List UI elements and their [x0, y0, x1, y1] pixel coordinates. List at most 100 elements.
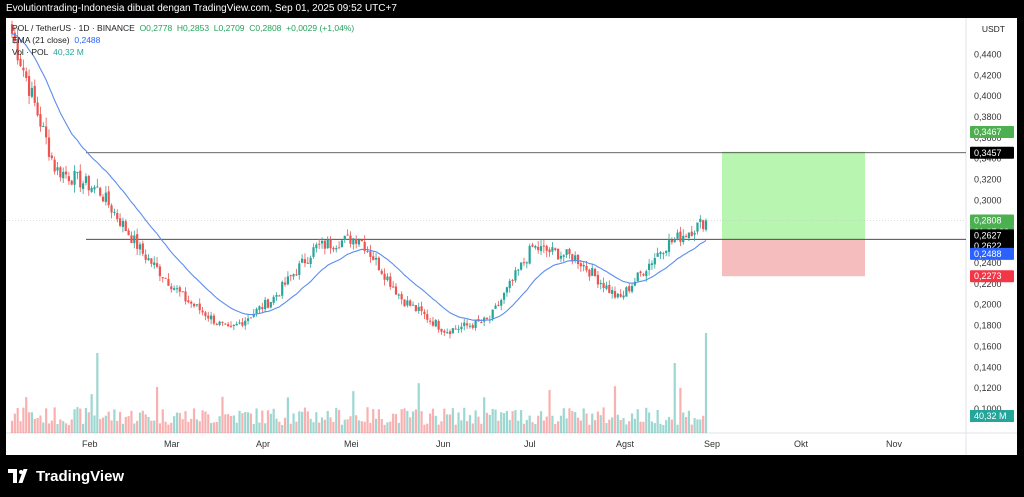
candle-body[interactable]: [505, 287, 509, 293]
candle-body[interactable]: [261, 307, 264, 310]
candle-body[interactable]: [318, 243, 321, 245]
candle-body[interactable]: [190, 301, 193, 304]
candle-body[interactable]: [704, 220, 708, 230]
candle-body[interactable]: [437, 320, 440, 330]
candle-body[interactable]: [377, 257, 381, 271]
candle-body[interactable]: [633, 281, 636, 286]
candle-body[interactable]: [118, 218, 122, 226]
candle-body[interactable]: [121, 220, 125, 227]
candle-body[interactable]: [22, 67, 25, 71]
tradingview-brand[interactable]: TradingView: [8, 465, 124, 487]
candle-body[interactable]: [596, 274, 600, 285]
candle-body[interactable]: [218, 321, 221, 325]
candle-body[interactable]: [332, 247, 335, 250]
candle-body[interactable]: [642, 274, 645, 276]
candle-body[interactable]: [357, 239, 361, 245]
candle-body[interactable]: [386, 276, 389, 281]
currency-label[interactable]: USDT: [981, 24, 1005, 34]
candle-body[interactable]: [59, 167, 62, 178]
candle-body[interactable]: [124, 221, 127, 232]
candle-body[interactable]: [406, 300, 409, 306]
candle-body[interactable]: [539, 246, 543, 251]
candle-body[interactable]: [110, 205, 113, 213]
candle-body[interactable]: [229, 325, 233, 327]
candle-body[interactable]: [340, 240, 344, 247]
candle-body[interactable]: [175, 288, 179, 290]
candle-body[interactable]: [673, 239, 676, 243]
candle-body[interactable]: [380, 270, 383, 274]
candle-body[interactable]: [662, 253, 665, 255]
candle-body[interactable]: [355, 239, 358, 244]
candle-body[interactable]: [195, 304, 198, 306]
candle-body[interactable]: [468, 325, 472, 327]
candle-body[interactable]: [616, 293, 619, 298]
candle-body[interactable]: [687, 232, 691, 239]
candle-body[interactable]: [611, 290, 614, 294]
candle-body[interactable]: [246, 318, 250, 321]
candle-body[interactable]: [170, 286, 173, 290]
candle-body[interactable]: [545, 245, 548, 251]
legend-ema-row[interactable]: EMA (21 close) 0,2488: [12, 34, 354, 46]
candle-body[interactable]: [574, 255, 577, 261]
candle-body[interactable]: [576, 254, 580, 265]
candle-body[interactable]: [187, 300, 190, 303]
candle-body[interactable]: [389, 276, 392, 287]
candle-body[interactable]: [497, 304, 500, 306]
candle-body[interactable]: [326, 240, 329, 249]
candle-body[interactable]: [19, 58, 22, 67]
candle-body[interactable]: [127, 230, 130, 236]
candle-body[interactable]: [286, 276, 289, 285]
candle-body[interactable]: [164, 277, 167, 279]
volume-price-label[interactable]: [970, 410, 1014, 422]
price-chart[interactable]: 0,44000,42000,40000,38000,36000,34000,32…: [6, 18, 1017, 455]
candle-body[interactable]: [457, 328, 460, 330]
candle-body[interactable]: [238, 322, 241, 324]
candle-body[interactable]: [309, 257, 312, 265]
candle-body[interactable]: [397, 294, 400, 296]
candle-body[interactable]: [67, 176, 70, 182]
candle-body[interactable]: [440, 328, 443, 332]
candle-body[interactable]: [167, 279, 170, 286]
candle-body[interactable]: [585, 265, 588, 271]
candle-body[interactable]: [181, 291, 184, 293]
candle-body[interactable]: [161, 277, 164, 279]
candle-body[interactable]: [630, 285, 634, 292]
candle-body[interactable]: [593, 268, 597, 277]
candle-body[interactable]: [224, 323, 227, 325]
candle-body[interactable]: [471, 324, 474, 328]
candle-body[interactable]: [232, 324, 235, 326]
candle-body[interactable]: [27, 76, 31, 96]
candle-body[interactable]: [446, 332, 449, 334]
candle-body[interactable]: [138, 244, 142, 250]
price-label-level[interactable]: [970, 229, 1014, 242]
price-label-stop[interactable]: [970, 270, 1014, 283]
candle-body[interactable]: [241, 322, 244, 326]
candle-body[interactable]: [62, 171, 65, 179]
candle-body[interactable]: [374, 257, 378, 260]
candle-body[interactable]: [485, 318, 489, 320]
candle-body[interactable]: [443, 330, 446, 333]
candle-body[interactable]: [480, 322, 483, 324]
candle-body[interactable]: [656, 253, 659, 257]
candle-body[interactable]: [87, 176, 90, 191]
candle-body[interactable]: [369, 251, 372, 257]
price-label-target[interactable]: [970, 126, 1014, 138]
candle-body[interactable]: [315, 244, 318, 249]
candle-body[interactable]: [337, 247, 341, 249]
candle-body[interactable]: [70, 180, 73, 185]
candle-body[interactable]: [491, 309, 494, 319]
candle-body[interactable]: [255, 308, 258, 314]
candle-body[interactable]: [514, 270, 517, 281]
candle-body[interactable]: [494, 305, 497, 309]
candle-body[interactable]: [278, 295, 281, 297]
profit-zone[interactable]: [722, 151, 865, 240]
candle-body[interactable]: [571, 254, 574, 262]
candle-body[interactable]: [534, 246, 537, 248]
candle-body[interactable]: [531, 244, 534, 247]
price-label-last[interactable]: [970, 214, 1014, 227]
candle-body[interactable]: [204, 312, 207, 317]
candle-body[interactable]: [84, 176, 88, 183]
candle-body[interactable]: [283, 282, 287, 285]
candle-body[interactable]: [599, 283, 602, 285]
candle-body[interactable]: [434, 319, 437, 327]
